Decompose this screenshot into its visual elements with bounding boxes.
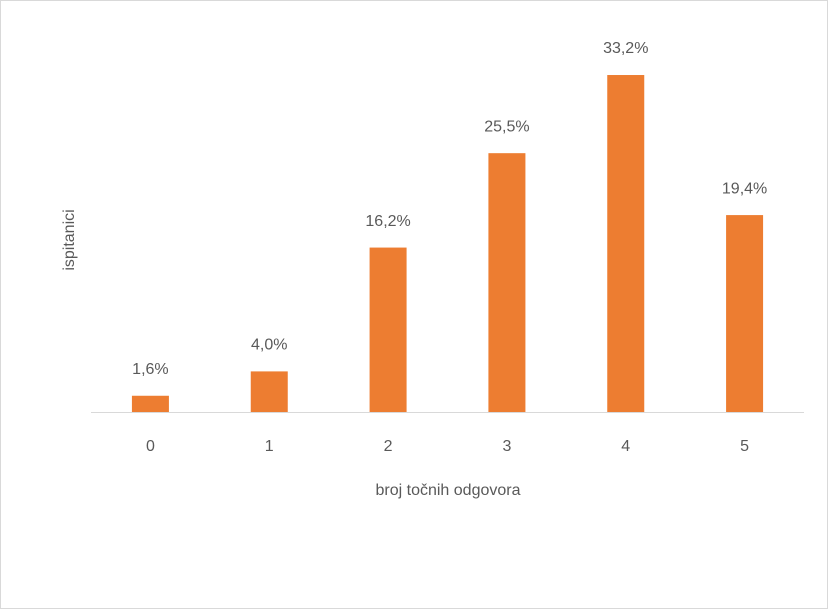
bar <box>488 153 526 413</box>
x-axis-label: broj točnih odgovora <box>376 482 521 499</box>
data-label: 33,2% <box>603 40 648 57</box>
x-tick-label: 5 <box>740 438 749 455</box>
bar <box>607 75 645 413</box>
bar <box>131 395 169 412</box>
data-label: 1,6% <box>132 361 168 378</box>
bar <box>726 215 764 412</box>
bar <box>369 247 407 412</box>
y-axis-label: ispitanici <box>61 209 78 270</box>
x-tick-label: 4 <box>621 438 630 455</box>
x-tick-label: 3 <box>502 438 511 455</box>
bar <box>250 371 288 412</box>
data-label: 19,4% <box>722 180 767 197</box>
x-tick-label: 0 <box>146 438 155 455</box>
x-tick-label: 1 <box>265 438 274 455</box>
data-label: 16,2% <box>365 213 410 230</box>
data-label: 25,5% <box>484 118 529 135</box>
x-tick-label: 2 <box>384 438 393 455</box>
data-label: 4,0% <box>251 337 287 354</box>
